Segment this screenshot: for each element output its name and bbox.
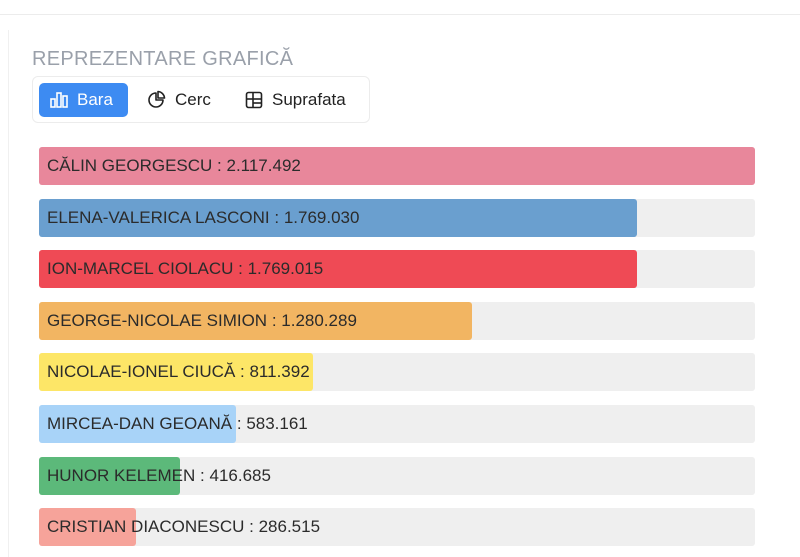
bar-label-separator: : <box>244 517 259 537</box>
bar-label-separator: : <box>235 362 250 382</box>
bar-label: CĂLIN GEORGESCU : 2.117.492 <box>47 147 301 185</box>
bar-label-separator: : <box>232 414 247 433</box>
bar-label-separator: : <box>267 310 282 330</box>
bar-label-separator: : <box>233 259 248 279</box>
bar-chart-icon <box>50 92 68 108</box>
bar-category-label: CRISTIAN DIACONESCU <box>47 517 245 537</box>
bar-view-label: Bara <box>77 90 113 109</box>
bar-label: NICOLAE-IONEL CIUCĂ : 811.392 <box>47 353 310 391</box>
bar[interactable] <box>39 405 237 443</box>
bar-value-label: 286.515 <box>258 517 321 537</box>
bar-track: ION-MARCEL CIOLACU : 1.769.015 <box>39 250 755 289</box>
bar[interactable] <box>39 508 136 547</box>
bar-category-label: HUNOR KELEMEN <box>47 465 196 485</box>
bar-category-label: MIRCEA-DAN GEOANĂ <box>47 414 233 433</box>
bar-label: CRISTIAN DIACONESCU : 286.515 <box>47 508 320 546</box>
bar-track: NICOLAE-IONEL CIUCĂ : 811.392 <box>39 353 755 392</box>
bar-track: HUNOR KELEMEN : 416.685 <box>39 456 755 495</box>
chart-type-toggle: Bara Cerc Suprafata <box>32 76 370 123</box>
bar-track: ELENA-VALERICA LASCONI : 1.769.030 <box>39 198 755 237</box>
bar[interactable] <box>39 198 638 237</box>
bar-value-label: 1.769.015 <box>247 259 324 279</box>
bar-value-label: 2.117.492 <box>226 156 301 175</box>
bar-category-label: CĂLIN GEORGESCU <box>47 156 213 175</box>
bar-track: CRISTIAN DIACONESCU : 286.515 <box>39 508 755 547</box>
section-title: REPREZENTARE GRAFICĂ <box>32 48 294 70</box>
bar-label-separator: : <box>269 207 284 227</box>
pie-chart-icon <box>148 90 166 108</box>
bar-category-label: NICOLAE-IONEL CIUCĂ <box>47 362 236 382</box>
bar[interactable] <box>39 301 472 340</box>
bar-value-label: 416.685 <box>209 465 271 485</box>
bar-value-label: 583.161 <box>246 414 308 433</box>
bar[interactable] <box>39 353 314 392</box>
bar-value-label: 1.769.030 <box>283 207 360 227</box>
treemap-view-label: Suprafata <box>272 90 346 109</box>
bar-category-label: ELENA-VALERICA LASCONI <box>47 207 270 227</box>
bar-track: CĂLIN GEORGESCU : 2.117.492 <box>39 147 755 185</box>
bar-label: ION-MARCEL CIOLACU : 1.769.015 <box>47 250 323 288</box>
bar-label-separator: : <box>212 156 227 175</box>
bar-label: HUNOR KELEMEN : 416.685 <box>47 457 271 495</box>
top-divider <box>0 14 800 15</box>
bar[interactable] <box>39 147 755 185</box>
bar-category-label: ION-MARCEL CIOLACU <box>47 259 234 279</box>
bar-value-label: 811.392 <box>249 362 310 382</box>
bar-label: MIRCEA-DAN GEOANĂ : 583.161 <box>47 405 308 443</box>
bar-label: GEORGE-NICOLAE SIMION : 1.280.289 <box>47 302 357 340</box>
bar-track: MIRCEA-DAN GEOANĂ : 583.161 <box>39 405 755 443</box>
pie-view-label: Cerc <box>175 90 211 109</box>
bar-value-label: 1.280.289 <box>281 310 357 330</box>
bar-view-button[interactable]: Bara <box>39 83 128 117</box>
bar[interactable] <box>39 250 638 289</box>
treemap-icon <box>245 91 263 109</box>
chart-card <box>8 30 800 557</box>
treemap-view-button[interactable]: Suprafata <box>234 83 368 117</box>
bar-track: GEORGE-NICOLAE SIMION : 1.280.289 <box>39 301 755 340</box>
bar[interactable] <box>39 456 180 495</box>
bar-label: ELENA-VALERICA LASCONI : 1.769.030 <box>47 199 359 237</box>
bar-label-separator: : <box>195 465 210 485</box>
bar-category-label: GEORGE-NICOLAE SIMION <box>47 310 268 330</box>
pie-view-button[interactable]: Cerc <box>137 83 225 117</box>
